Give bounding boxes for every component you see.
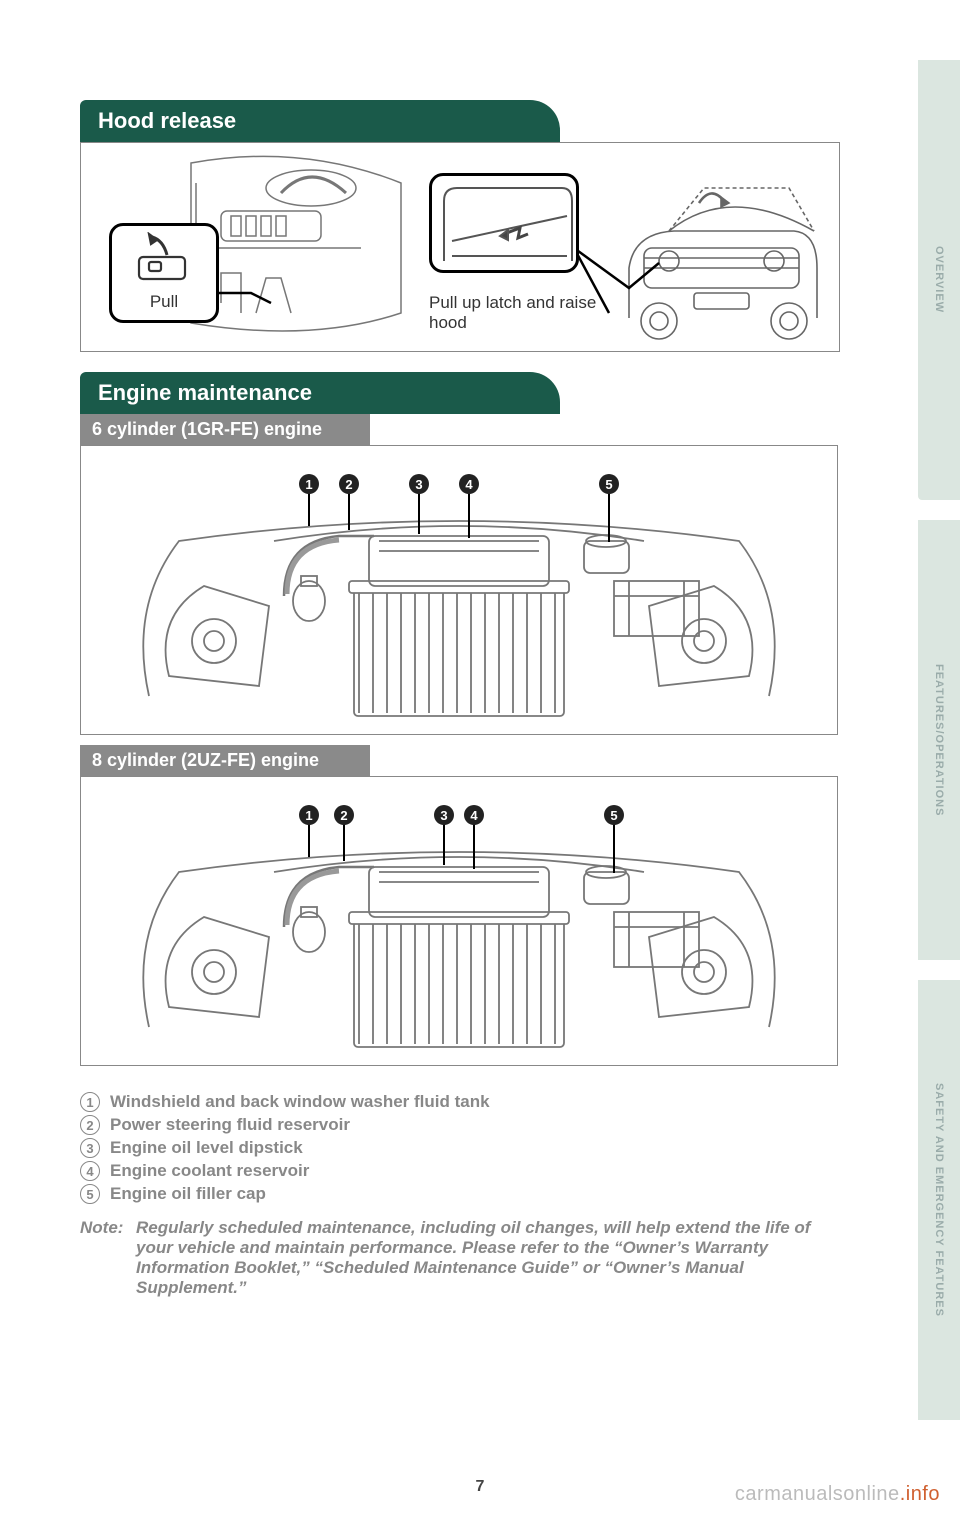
legend-text: Engine coolant reservoir — [110, 1161, 309, 1181]
pull-lever-callout: Pull — [109, 223, 219, 323]
svg-text:1: 1 — [305, 477, 312, 492]
section-header-engine: Engine maintenance — [80, 372, 560, 414]
svg-text:3: 3 — [440, 808, 447, 823]
engine-subheader-0: 6 cylinder (1GR-FE) engine — [80, 414, 370, 445]
pull-label-text: Pull — [150, 292, 178, 312]
note-label: Note: — [80, 1218, 136, 1298]
tab-safety[interactable]: SAFETY AND EMERGENCY FEATURES — [918, 980, 960, 1420]
tab-overview[interactable]: OVERVIEW — [918, 60, 960, 500]
svg-text:1: 1 — [305, 808, 312, 823]
legend-item-2: 2 Power steering fluid reservoir — [80, 1115, 840, 1135]
latch-label-text: Pull up latch and raise hood — [429, 293, 609, 333]
legend-text: Engine oil filler cap — [110, 1184, 266, 1204]
svg-text:3: 3 — [415, 477, 422, 492]
legend-marker: 3 — [80, 1138, 100, 1158]
svg-text:4: 4 — [465, 477, 473, 492]
engine-figure-0: 1 2 3 4 5 — [80, 445, 838, 735]
legend-text: Engine oil level dipstick — [110, 1138, 303, 1158]
hood-truck-illustration — [599, 153, 829, 343]
watermark-text: carmanualsonline — [735, 1483, 900, 1505]
legend-item-4: 4 Engine coolant reservoir — [80, 1161, 840, 1181]
hood-latch-callout — [429, 173, 579, 273]
maintenance-note: Note: Regularly scheduled maintenance, i… — [80, 1218, 840, 1298]
legend-item-1: 1 Windshield and back window washer fluid… — [80, 1092, 840, 1112]
svg-text:5: 5 — [610, 808, 617, 823]
legend-item-5: 5 Engine oil filler cap — [80, 1184, 840, 1204]
svg-text:5: 5 — [605, 477, 612, 492]
svg-text:4: 4 — [470, 808, 478, 823]
svg-text:2: 2 — [340, 808, 347, 823]
watermark: carmanualsonline.info — [735, 1483, 940, 1506]
legend-marker: 2 — [80, 1115, 100, 1135]
tab-features[interactable]: FEATURES/OPERATIONS — [918, 520, 960, 960]
engine-subheader-1: 8 cylinder (2UZ-FE) engine — [80, 745, 370, 776]
hood-release-figure: Pull Pull up latch and rais — [80, 142, 840, 352]
legend-list: 1 Windshield and back window washer fluid… — [80, 1092, 840, 1204]
legend-marker: 1 — [80, 1092, 100, 1112]
legend-marker: 4 — [80, 1161, 100, 1181]
legend-item-3: 3 Engine oil level dipstick — [80, 1138, 840, 1158]
legend-marker: 5 — [80, 1184, 100, 1204]
engine-figure-1: 1 2 3 4 5 — [80, 776, 838, 1066]
side-tabs: OVERVIEW FEATURES/OPERATIONS SAFETY AND … — [918, 0, 960, 1536]
legend-text: Windshield and back window washer fluid … — [110, 1092, 490, 1112]
legend-text: Power steering fluid reservoir — [110, 1115, 350, 1135]
section-header-hood: Hood release — [80, 100, 560, 142]
svg-text:2: 2 — [345, 477, 352, 492]
note-body: Regularly scheduled maintenance, includi… — [136, 1218, 840, 1298]
